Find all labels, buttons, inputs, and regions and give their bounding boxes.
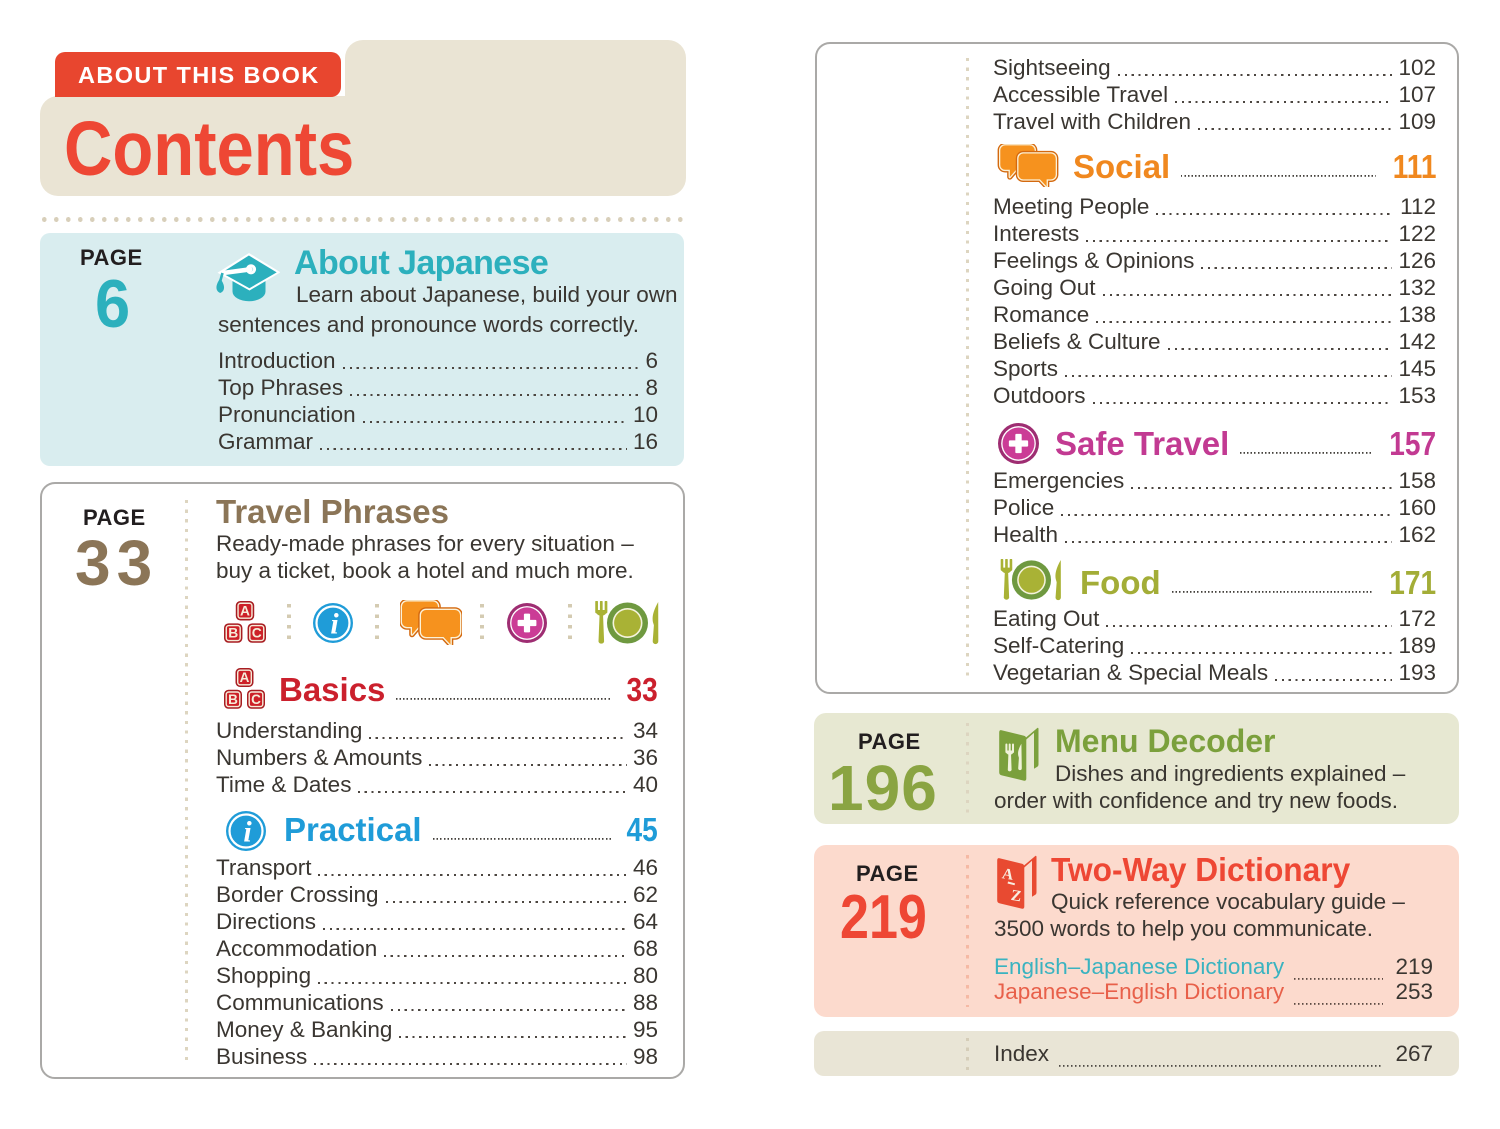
- svg-text:C: C: [251, 692, 261, 707]
- svg-text:i: i: [330, 608, 339, 641]
- svg-text:B: B: [228, 692, 238, 707]
- svg-text:B: B: [228, 625, 238, 641]
- svg-text:A: A: [1001, 865, 1016, 884]
- svg-text:A: A: [240, 670, 250, 685]
- svg-text:A: A: [240, 602, 250, 618]
- svg-text:i: i: [243, 816, 252, 849]
- svg-text:C: C: [252, 625, 262, 641]
- svg-text:Z: Z: [1010, 887, 1023, 905]
